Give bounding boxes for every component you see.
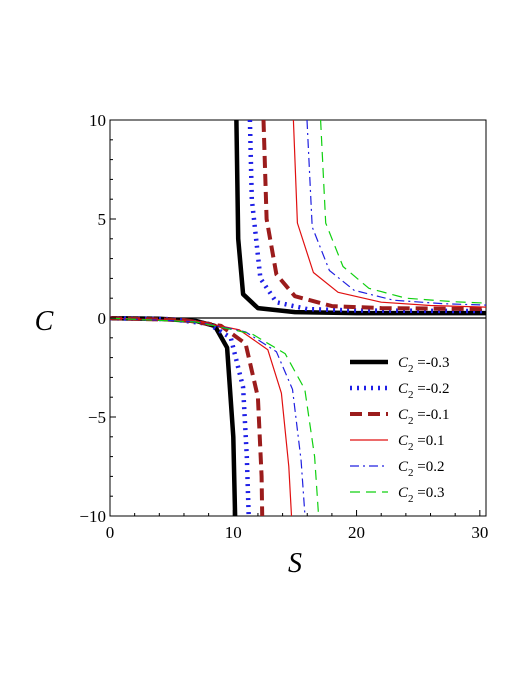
series-line-6-lower bbox=[110, 317, 320, 516]
legend-label: C2 =-0.1 bbox=[398, 407, 449, 427]
series-line-3-lower bbox=[110, 316, 265, 516]
y-tick-label: 0 bbox=[98, 309, 107, 328]
legend-label: C2 =0.1 bbox=[398, 433, 444, 453]
series-group bbox=[110, 120, 486, 516]
y-tick-label: 10 bbox=[89, 111, 106, 130]
series-line-3-upper bbox=[261, 120, 486, 312]
legend-label: C2 =-0.2 bbox=[398, 381, 449, 401]
x-tick-label: 10 bbox=[225, 523, 242, 542]
series-line-5-lower bbox=[110, 317, 306, 516]
y-tick-label: −5 bbox=[88, 408, 106, 427]
x-axis-title: S bbox=[288, 548, 302, 579]
series-line-4-lower bbox=[110, 317, 293, 516]
series-line-4-upper bbox=[292, 120, 486, 308]
ticks: 0 10 20 30 −10 −5 0 5 10 bbox=[79, 111, 488, 542]
y-tick-label: 5 bbox=[98, 210, 107, 229]
series-line-5-upper bbox=[306, 120, 486, 306]
series-line-6-upper bbox=[320, 120, 486, 304]
y-tick-label: −10 bbox=[79, 507, 106, 526]
y-axis-title: C bbox=[35, 306, 54, 337]
series-line-1-upper bbox=[234, 120, 486, 316]
legend-label: C2 =0.3 bbox=[398, 485, 444, 505]
legend-label: C2 =0.2 bbox=[398, 459, 444, 479]
legend-label: C2 =-0.3 bbox=[398, 355, 449, 375]
x-tick-label: 0 bbox=[106, 523, 115, 542]
series-line-2-lower bbox=[110, 315, 251, 516]
series-line-1-lower bbox=[110, 315, 238, 516]
x-tick-label: 20 bbox=[348, 523, 365, 542]
legend: C2 =-0.3 C2 =-0.2 C2 =-0.1 C2 =0.1 C2 =0.2 C2… bbox=[350, 355, 449, 505]
x-tick-label: 30 bbox=[471, 523, 488, 542]
